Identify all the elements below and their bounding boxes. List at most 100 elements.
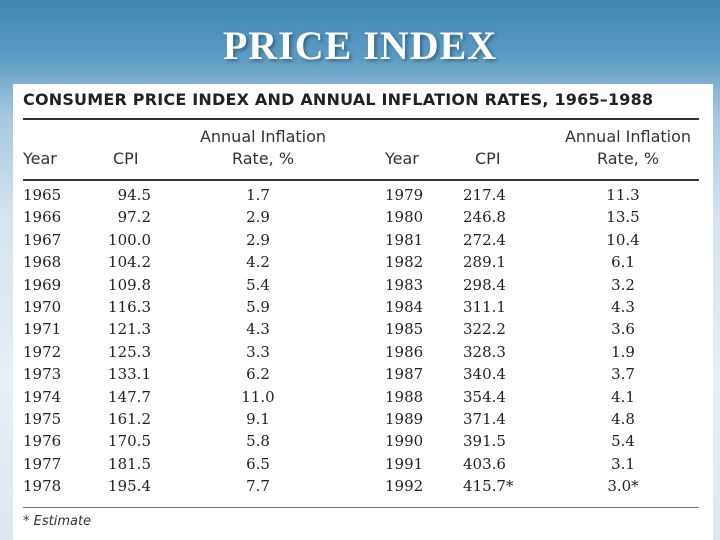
cell-inflation-right: 5.4 [611, 432, 635, 451]
header-cpi-right: CPI [475, 149, 501, 168]
cell-cpi-right: 415.7* [463, 477, 514, 496]
cell-year-right: 1992 [385, 477, 424, 496]
cell-cpi-left: 116.3 [108, 298, 151, 316]
cell-cpi-right: 298.4 [463, 275, 506, 294]
cell-inflation-left: 9.1 [246, 410, 270, 428]
cell-inflation-right: 11.3 [606, 186, 640, 204]
cell-inflation-left: 7.7 [246, 477, 270, 496]
cell-inflation-left: 5.4 [246, 275, 270, 294]
cell-cpi-left: 133.1 [108, 365, 151, 384]
cell-inflation-right: 3.6 [611, 320, 635, 339]
cell-cpi-right: 272.4 [463, 230, 506, 249]
cell-year-right: 1989 [385, 410, 424, 428]
cell-year-left: 1970 [23, 298, 62, 316]
header-year-right: Year [385, 149, 419, 168]
header-rule [23, 179, 699, 181]
cell-year-right: 1986 [385, 342, 424, 361]
cell-inflation-left: 4.3 [246, 320, 270, 339]
cell-cpi-right: 217.4 [463, 186, 506, 204]
cell-year-right: 1985 [385, 320, 424, 339]
header-inflation-right-line2: Rate, % [596, 149, 660, 168]
cell-inflation-left: 6.2 [246, 365, 270, 384]
cell-year-right: 1990 [385, 432, 424, 451]
cell-cpi-right: 371.4 [463, 410, 506, 428]
cell-inflation-left: 5.9 [246, 298, 270, 316]
header-inflation-right-line1: Annual Inflation [564, 127, 692, 146]
cell-year-right: 1980 [385, 208, 424, 227]
cell-inflation-right: 13.5 [606, 208, 640, 227]
cell-inflation-right: 3.0* [607, 477, 639, 496]
slide-title: PRICE INDEX [222, 23, 498, 68]
cell-cpi-left: 104.2 [108, 253, 151, 272]
cell-cpi-left: 109.8 [108, 275, 151, 294]
cpi-table-card: CONSUMER PRICE INDEX AND ANNUAL INFLATIO… [13, 84, 713, 540]
cell-cpi-left: 94.5 [117, 186, 151, 204]
cell-year-right: 1988 [385, 387, 424, 406]
cell-year-left: 1975 [23, 410, 62, 428]
header-year-left: Year [23, 149, 57, 168]
cell-cpi-right: 328.3 [463, 342, 506, 361]
cell-year-left: 1971 [23, 320, 62, 339]
cell-inflation-right: 3.2 [611, 275, 635, 294]
footnote: * Estimate [23, 514, 92, 529]
cell-year-left: 1966 [23, 208, 62, 227]
header-cpi-left: CPI [113, 149, 139, 168]
cell-year-right: 1979 [385, 186, 424, 204]
cell-year-left: 1973 [23, 365, 62, 384]
cell-inflation-right: 10.4 [606, 230, 640, 249]
cell-inflation-left: 3.3 [246, 342, 270, 361]
cell-inflation-right: 4.1 [611, 387, 635, 406]
cell-cpi-left: 161.2 [108, 410, 151, 428]
cell-inflation-left: 1.7 [246, 186, 270, 204]
cell-year-left: 1969 [23, 275, 62, 294]
header-inflation-left-line1: Annual Inflation [199, 127, 327, 146]
cell-cpi-right: 289.1 [463, 253, 506, 272]
cell-inflation-left: 6.5 [246, 454, 270, 473]
cell-cpi-right: 311.1 [463, 298, 506, 316]
cell-cpi-left: 147.7 [108, 387, 151, 406]
cell-cpi-left: 97.2 [117, 208, 151, 227]
cell-year-left: 1967 [23, 230, 62, 249]
top-rule [23, 118, 699, 120]
cell-cpi-right: 340.4 [463, 365, 506, 384]
cell-cpi-left: 170.5 [108, 432, 151, 451]
cell-year-right: 1983 [385, 275, 424, 294]
cell-inflation-right: 3.1 [611, 454, 635, 473]
cell-cpi-left: 121.3 [108, 320, 151, 339]
cell-inflation-left: 2.9 [246, 230, 270, 249]
header-background [0, 0, 720, 96]
cell-inflation-right: 4.8 [611, 410, 635, 428]
cell-inflation-left: 5.8 [246, 432, 270, 451]
cell-year-left: 1972 [23, 342, 62, 361]
cell-year-right: 1982 [385, 253, 424, 272]
cell-year-right: 1984 [385, 298, 424, 316]
cell-inflation-right: 4.3 [611, 298, 635, 316]
table-title: CONSUMER PRICE INDEX AND ANNUAL INFLATIO… [23, 90, 654, 109]
cell-year-left: 1974 [23, 387, 62, 406]
cell-year-left: 1977 [23, 454, 62, 473]
cell-inflation-left: 4.2 [246, 253, 270, 272]
cell-year-left: 1976 [23, 432, 62, 451]
cell-year-right: 1981 [385, 230, 424, 249]
cell-cpi-left: 100.0 [108, 230, 151, 249]
cell-cpi-left: 195.4 [108, 477, 151, 496]
cell-inflation-right: 3.7 [611, 365, 635, 384]
cell-cpi-left: 181.5 [108, 454, 151, 473]
cell-inflation-right: 6.1 [611, 253, 635, 272]
cell-year-right: 1987 [385, 365, 424, 384]
cell-year-left: 1978 [23, 477, 62, 496]
cell-year-left: 1965 [23, 186, 62, 204]
cell-inflation-right: 1.9 [611, 342, 635, 361]
cell-inflation-left: 11.0 [241, 387, 275, 406]
cell-cpi-right: 354.4 [463, 387, 506, 406]
cell-cpi-right: 322.2 [463, 320, 506, 339]
cell-year-right: 1991 [385, 454, 424, 473]
cell-year-left: 1968 [23, 253, 62, 272]
cell-cpi-right: 246.8 [463, 208, 506, 227]
bottom-rule [23, 507, 699, 508]
header-inflation-left-line2: Rate, % [231, 149, 295, 168]
cell-cpi-left: 125.3 [108, 342, 151, 361]
cell-cpi-right: 391.5 [463, 432, 506, 451]
cell-cpi-right: 403.6 [463, 454, 506, 473]
cell-inflation-left: 2.9 [246, 208, 270, 227]
